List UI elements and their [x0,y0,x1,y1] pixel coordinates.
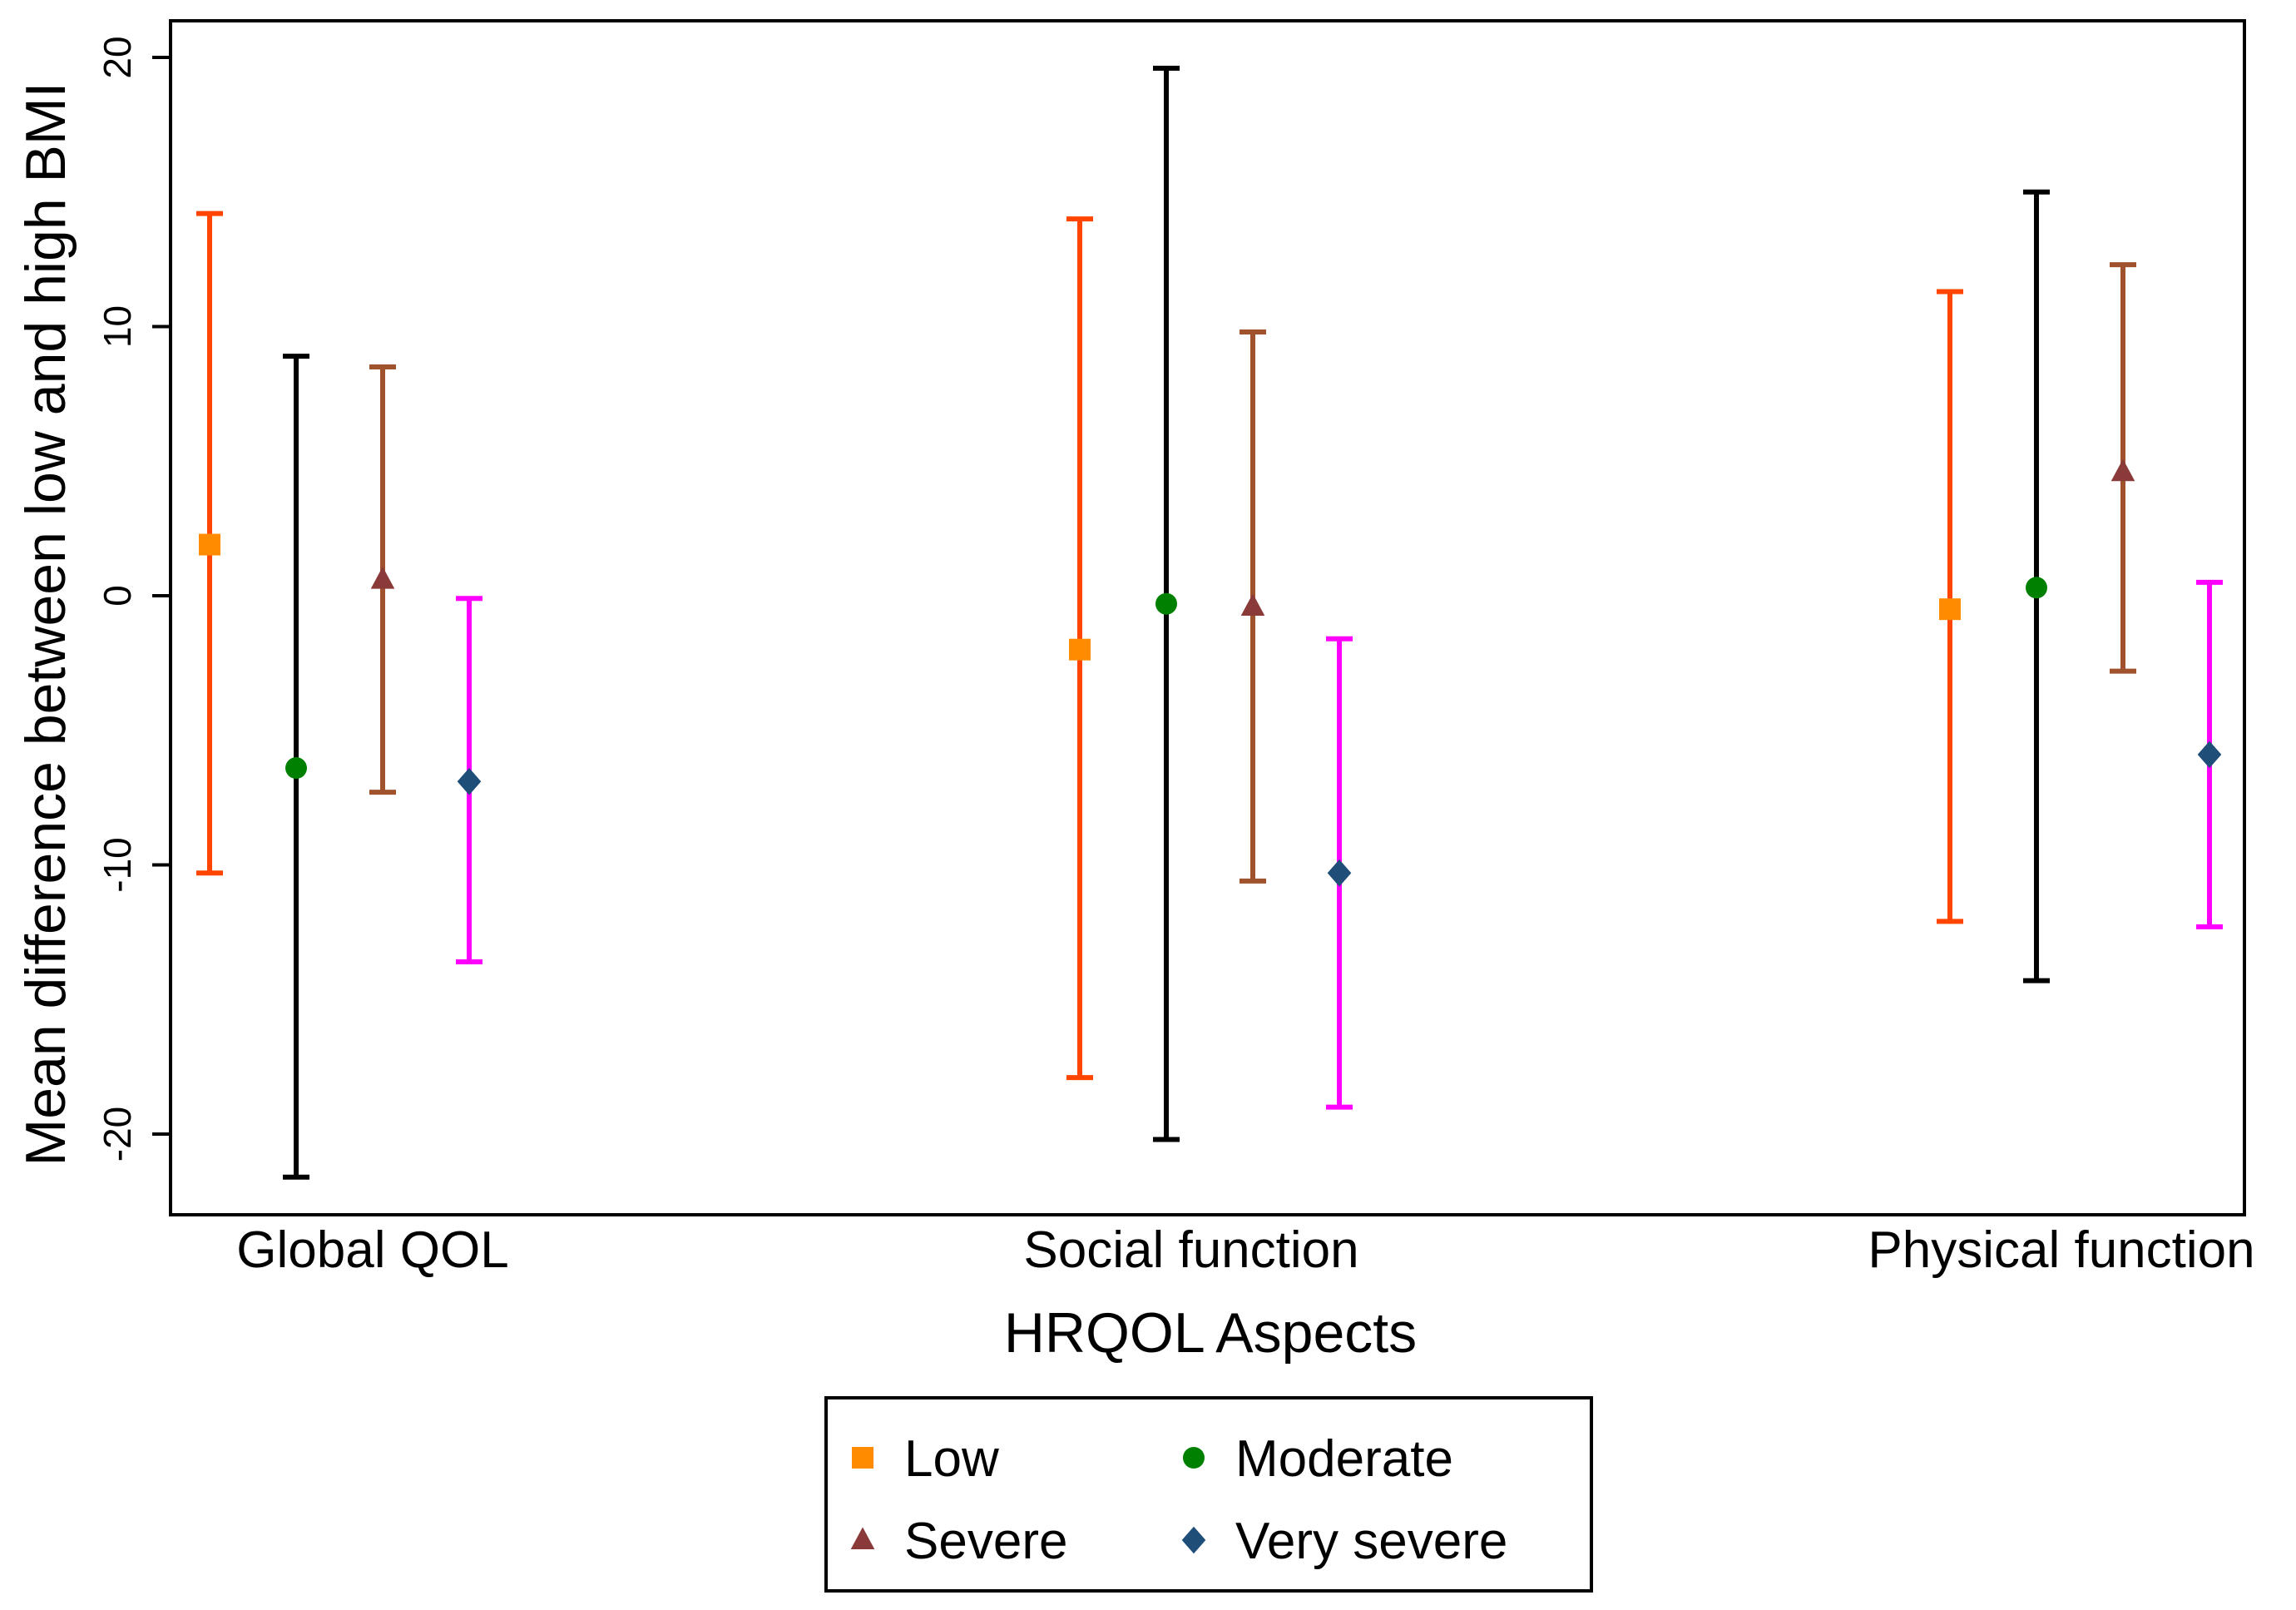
x-axis-title: HRQOL Aspects [1004,1301,1417,1365]
legend-label: Severe [904,1513,1067,1570]
errorbar-moderate-global-qol [283,354,309,1180]
errorbar-moderate-social-function [1153,65,1180,1142]
point-low-social-function [1069,638,1091,661]
category-label-social-function: Social function [1023,1221,1358,1279]
errorbar-low-social-function [1066,216,1093,1081]
y-tick-label: 0 [96,585,139,607]
legend-item-severe: Severe [850,1513,1067,1570]
y-axis-title: Mean difference between low and high BMI [14,82,77,1167]
legend-label: Low [904,1430,999,1488]
errorbar-very-severe-global-qol [456,596,482,964]
y-tick-label: -10 [96,837,139,892]
point-moderate-global-qol [285,757,307,780]
errorbar-severe-physical-function [2110,262,2136,674]
legend-marker-very-severe [1181,1526,1206,1554]
legend-item-very-severe: Very severe [1181,1513,1507,1570]
errorbar-moderate-physical-function [2023,189,2050,983]
legend-box [824,1396,1593,1593]
errorbar-severe-global-qol [369,364,396,795]
point-severe-global-qol [370,566,395,589]
y-tick-label: -20 [96,1107,139,1162]
legend-marker-moderate [1183,1447,1205,1469]
legend: Low Moderate Severe Very severe [824,1396,1593,1593]
point-very-severe-global-qol [457,767,482,795]
errorbar-severe-social-function [1240,329,1266,884]
legend-label: Moderate [1235,1430,1453,1488]
category-label-physical-function: Physical function [1868,1221,2254,1279]
point-very-severe-social-function [1327,859,1352,887]
error-bars [196,65,2223,1180]
legend-marker-severe [850,1527,875,1550]
legend-marker-low [852,1447,873,1469]
point-severe-physical-function [2110,458,2135,482]
point-low-physical-function [1939,598,1961,621]
errorbar-low-physical-function [1937,289,1963,924]
errorbar-very-severe-social-function [1326,636,1353,1110]
point-moderate-social-function [1155,592,1177,615]
y-axis: 20 10 0 -10 -20 [96,36,171,1162]
point-severe-social-function [1240,593,1265,616]
legend-label: Very severe [1235,1513,1507,1570]
point-low-global-qol [199,533,220,556]
point-very-severe-physical-function [2197,741,2222,769]
legend-item-low: Low [852,1430,999,1488]
category-label-global-qol: Global QOL [236,1221,508,1279]
errorbar-very-severe-physical-function [2196,579,2223,929]
legend-item-moderate: Moderate [1183,1430,1453,1488]
point-moderate-physical-function [2026,577,2047,599]
plot-frame [169,19,2246,1216]
x-axis-categories: Global QOL Social function Physical functi… [236,1221,2254,1279]
y-tick-label: 10 [96,305,139,348]
y-tick-label: 20 [96,36,139,78]
errorbar-low-global-qol [196,211,223,876]
